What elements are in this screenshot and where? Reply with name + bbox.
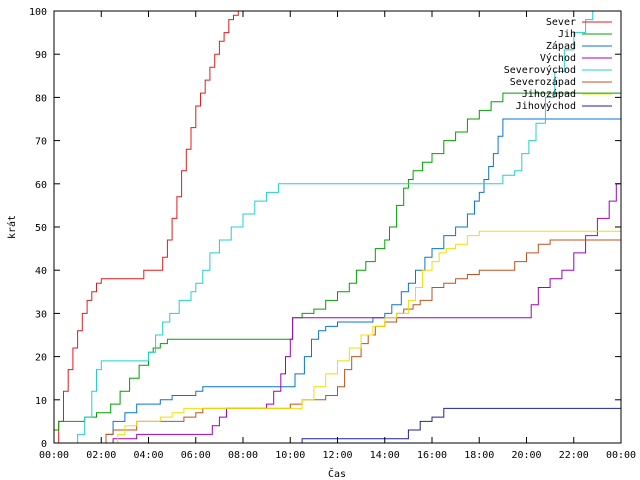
- x-tick-label: 00:00: [39, 450, 69, 461]
- series-line-jihovychod: [54, 407, 621, 444]
- series-line-zapad: [54, 118, 621, 444]
- ticks-layer: 0 10 20 30 40 50 60 70 80 90 100 00:00 02:00 04:00 06:…: [29, 7, 636, 461]
- y-tick-label: 100: [29, 7, 47, 18]
- series-line-jihozapad: [54, 230, 621, 444]
- series-line-sever: [54, 11, 239, 444]
- x-axis-title: Čas: [328, 467, 346, 480]
- x-tick-label: 22:00: [559, 450, 589, 461]
- y-tick-label: 30: [35, 309, 47, 320]
- series-line-severovychod: [54, 11, 594, 444]
- legend-label: Západ: [546, 40, 576, 52]
- series-line-jih: [54, 92, 621, 431]
- y-tick-label: 80: [35, 93, 47, 104]
- series-line-severozapad: [54, 239, 621, 444]
- legend-label: Jihovýchod: [516, 100, 576, 112]
- y-tick-label: 20: [35, 353, 47, 364]
- x-tick-label: 10:00: [275, 450, 305, 461]
- legend-label: Severozápad: [510, 76, 576, 88]
- y-tick-label: 40: [35, 266, 47, 277]
- legend-label: Severovýchod: [504, 64, 576, 76]
- y-tick-label: 10: [35, 396, 47, 407]
- x-tick-label: 12:00: [322, 450, 352, 461]
- x-tick-label: 00:00: [606, 450, 636, 461]
- y-tick-label: 90: [35, 50, 47, 61]
- x-tick-label: 18:00: [464, 450, 494, 461]
- legend-label: Jihozápad: [522, 88, 576, 100]
- legend-label: Východ: [540, 52, 576, 64]
- x-tick-label: 06:00: [181, 450, 211, 461]
- y-tick-label: 0: [41, 439, 47, 450]
- x-tick-label: 20:00: [511, 450, 541, 461]
- y-tick-label: 50: [35, 223, 47, 234]
- legend-label: Sever: [546, 17, 576, 28]
- series-line-vychod: [54, 179, 622, 444]
- y-axis-title: krát: [6, 215, 18, 239]
- x-tick-label: 16:00: [417, 450, 447, 461]
- x-tick-label: 08:00: [228, 450, 258, 461]
- series-layer: [54, 11, 622, 444]
- legend-label: Jih: [558, 29, 576, 40]
- x-tick-label: 04:00: [133, 450, 163, 461]
- y-tick-label: 70: [35, 137, 47, 148]
- x-tick-label: 02:00: [86, 450, 116, 461]
- x-tick-label: 14:00: [370, 450, 400, 461]
- y-tick-label: 60: [35, 180, 47, 191]
- legend: SeverJihZápadVýchodSeverovýchodSeverozáp…: [504, 17, 612, 112]
